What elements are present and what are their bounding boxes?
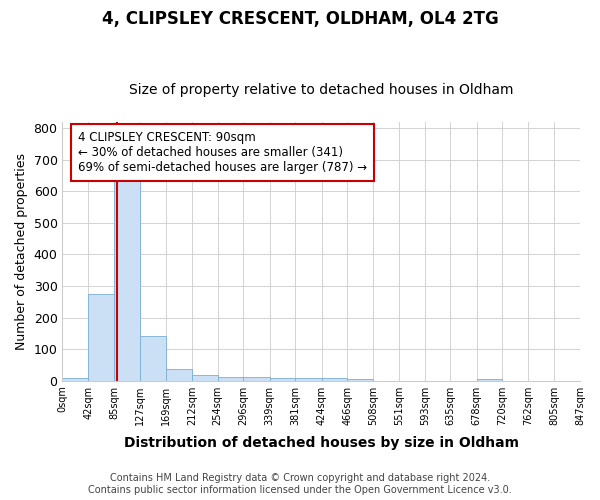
Bar [192,375,218,380]
Bar [166,368,192,380]
Text: Contains HM Land Registry data © Crown copyright and database right 2024.
Contai: Contains HM Land Registry data © Crown c… [88,474,512,495]
Bar [295,378,322,380]
Bar [88,294,115,380]
Bar [140,336,166,380]
Bar [62,378,88,380]
Text: 4, CLIPSLEY CRESCENT, OLDHAM, OL4 2TG: 4, CLIPSLEY CRESCENT, OLDHAM, OL4 2TG [101,10,499,28]
X-axis label: Distribution of detached houses by size in Oldham: Distribution of detached houses by size … [124,436,519,450]
Bar [269,378,295,380]
Bar [322,378,347,380]
Bar [115,177,140,380]
Text: 4 CLIPSLEY CRESCENT: 90sqm
← 30% of detached houses are smaller (341)
69% of sem: 4 CLIPSLEY CRESCENT: 90sqm ← 30% of deta… [78,131,367,174]
Bar [243,378,269,380]
Bar [347,379,373,380]
Bar [477,379,502,380]
Bar [218,377,243,380]
Y-axis label: Number of detached properties: Number of detached properties [15,152,28,350]
Title: Size of property relative to detached houses in Oldham: Size of property relative to detached ho… [129,83,514,97]
